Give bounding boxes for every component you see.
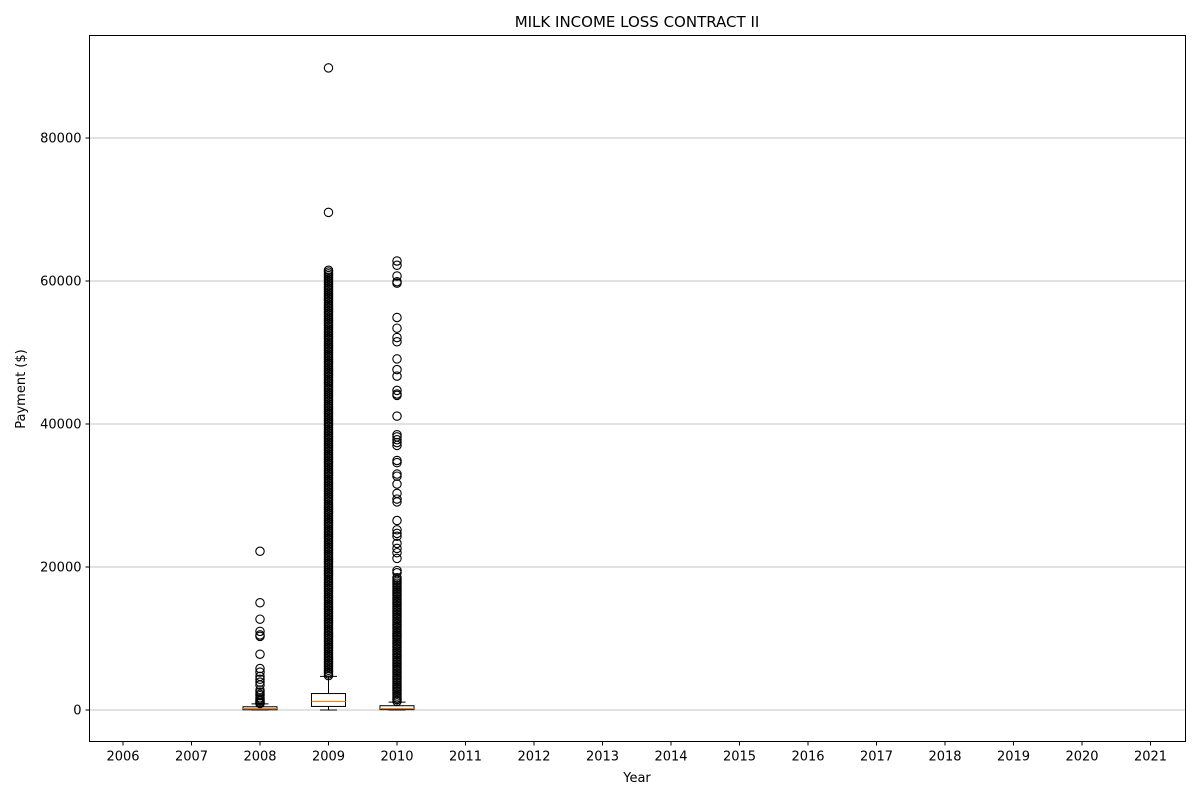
x-tick-label: 2014 [654, 750, 687, 765]
chart-title: MILK INCOME LOSS CONTRACT II [515, 13, 760, 31]
x-tick-label: 2006 [106, 750, 139, 765]
outlier-marker [392, 538, 402, 549]
grid-lines [89, 137, 1186, 711]
outlier-marker [392, 440, 402, 451]
outlier-marker [392, 547, 402, 558]
y-tick-label: 0 [73, 704, 81, 719]
x-tick-label: 2011 [449, 750, 482, 765]
y-tick-label: 40000 [40, 418, 81, 433]
outlier-marker [255, 630, 265, 640]
outlier-marker [255, 674, 265, 685]
outlier-marker [255, 546, 265, 557]
outlier-marker [392, 429, 402, 440]
x-tick-label: 2016 [791, 750, 824, 765]
x-tick-label: 2013 [586, 750, 619, 765]
outlier-marker [255, 614, 265, 624]
outlier-marker [392, 572, 402, 583]
outlier-marker [392, 479, 402, 489]
x-tick-label: 2007 [175, 750, 208, 765]
outlier-marker [392, 411, 402, 421]
outlier-marker [392, 457, 402, 468]
x-tick-label: 2010 [380, 750, 413, 765]
outlier-marker [255, 667, 265, 677]
outlier-marker [392, 567, 402, 578]
outlier-marker [392, 434, 402, 445]
axis-ticks: 0 20000 40000 60000 80000 2006 2007 2008 2009 201… [40, 132, 1167, 765]
outlier-marker [392, 553, 402, 564]
y-axis-label: Payment ($) [14, 349, 29, 428]
outlier-marker [392, 543, 402, 554]
outlier-marker [392, 515, 402, 526]
outlier-marker [392, 437, 402, 448]
outlier-marker [392, 312, 402, 323]
y-tick-label: 60000 [40, 275, 81, 290]
x-tick-label: 2020 [1065, 750, 1098, 765]
outlier-marker [255, 626, 265, 637]
x-tick-label: 2015 [723, 750, 756, 765]
outlier-marker [392, 525, 402, 535]
x-tick-label: 2018 [928, 750, 961, 765]
outlier-marker [255, 680, 265, 690]
x-tick-label: 2009 [312, 750, 345, 765]
outlier-marker [392, 531, 402, 542]
outlier-marker [392, 497, 402, 507]
x-axis-label: Year [622, 771, 651, 786]
outlier-marker [392, 364, 402, 375]
x-tick-label: 2021 [1134, 750, 1167, 765]
outlier-marker [392, 271, 402, 281]
x-tick-label: 2012 [517, 750, 550, 765]
outlier-marker [392, 390, 402, 401]
outlier-marker [392, 494, 402, 504]
outlier-marker [392, 332, 402, 343]
outlier-marker [323, 265, 334, 276]
box-2010 [379, 256, 415, 711]
outlier-marker [392, 371, 402, 381]
outlier-marker [392, 385, 402, 396]
outlier-marker [392, 354, 402, 364]
outlier-marker [255, 698, 265, 709]
box-plots [242, 63, 415, 711]
outlier-marker [255, 597, 265, 608]
x-tick-label: 2017 [860, 750, 893, 765]
outlier-marker [392, 471, 402, 481]
outlier-marker [323, 63, 334, 73]
box-2008 [242, 546, 278, 711]
x-tick-label: 2008 [243, 750, 276, 765]
outlier-marker [392, 337, 402, 347]
box-2009 [311, 63, 346, 711]
outlier-marker [392, 260, 402, 271]
outlier-marker [392, 278, 402, 288]
y-tick-label: 20000 [40, 561, 81, 576]
y-tick-label: 80000 [40, 132, 81, 147]
outlier-marker [392, 528, 402, 539]
outlier-marker [255, 649, 265, 659]
plot-frame [89, 35, 1186, 742]
outlier-marker [323, 207, 334, 218]
x-tick-label: 2019 [997, 750, 1030, 765]
outlier-marker [392, 455, 402, 466]
outlier-marker [392, 256, 402, 266]
outlier-marker [392, 323, 402, 333]
outlier-marker [392, 469, 402, 479]
iqr-box [311, 693, 346, 707]
